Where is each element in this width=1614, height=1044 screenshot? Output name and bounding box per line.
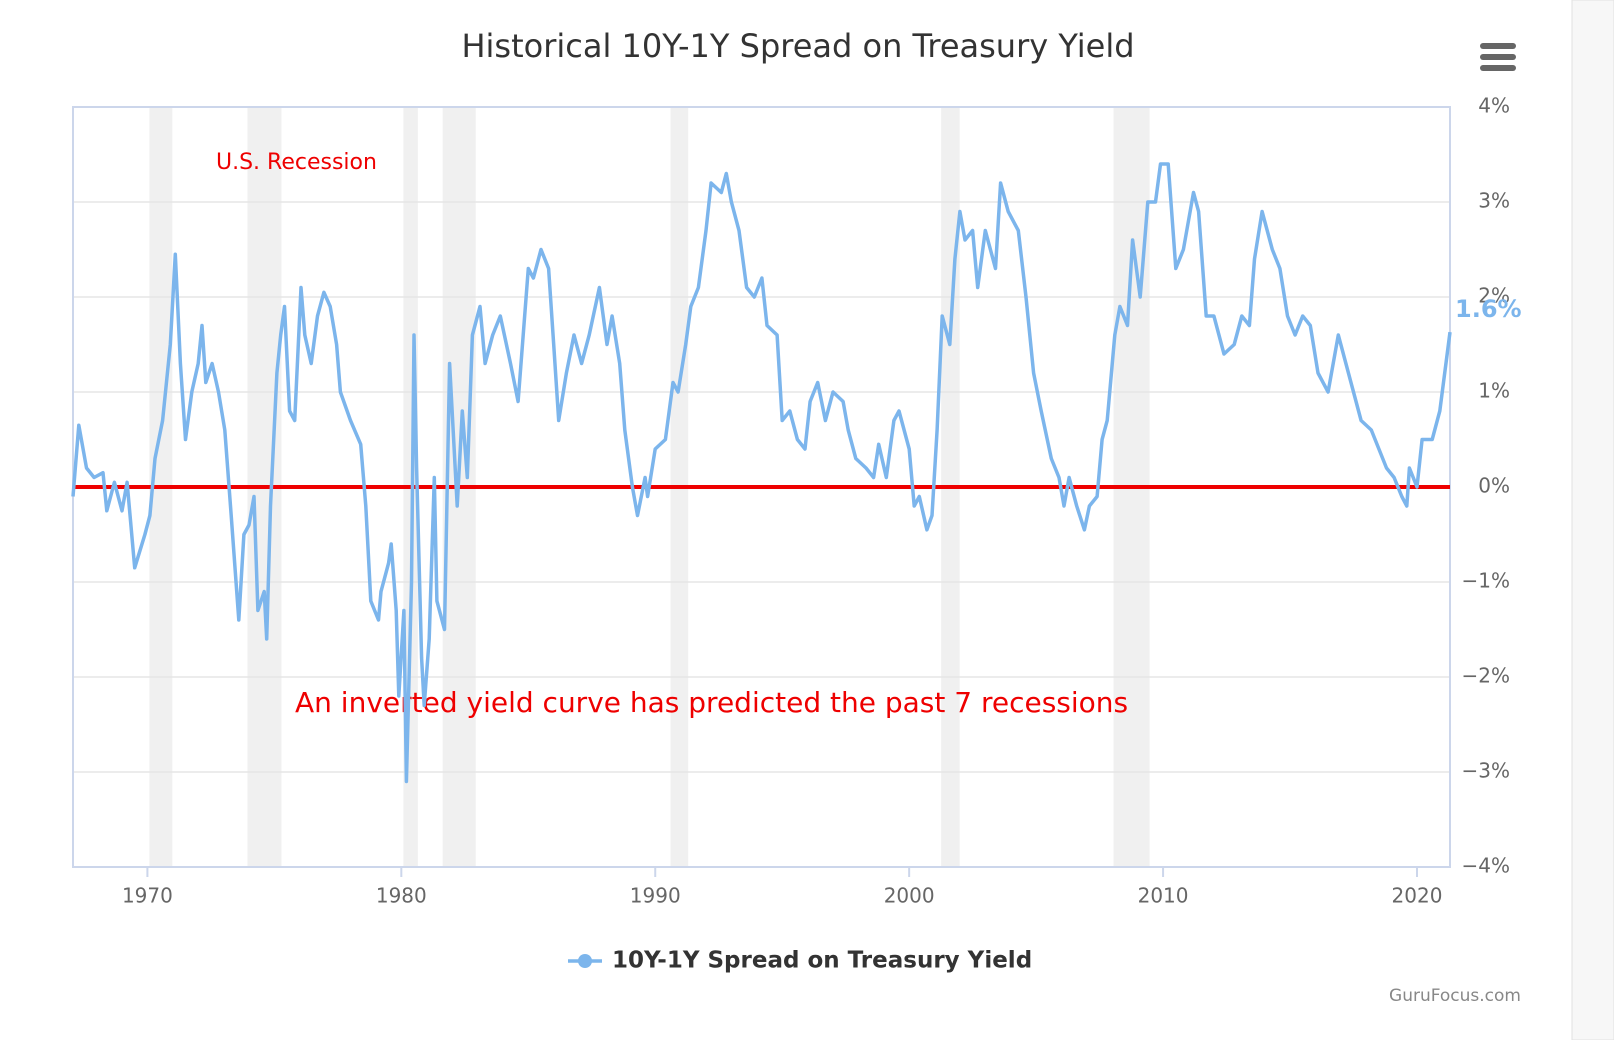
y-tick-label: 2%: [1478, 284, 1510, 308]
y-tick-label: −3%: [1462, 759, 1511, 783]
x-tick-label: 2010: [1138, 884, 1189, 908]
last-value-label: 1.6%: [1455, 295, 1522, 323]
credit: GuruFocus.com: [1389, 986, 1521, 1006]
x-tick-label: 1990: [630, 884, 681, 908]
chart-title: Historical 10Y-1Y Spread on Treasury Yie…: [461, 27, 1134, 65]
x-tick-label: 1980: [376, 884, 427, 908]
y-tick-label: −1%: [1462, 569, 1511, 593]
x-tick-label: 2020: [1392, 884, 1443, 908]
y-tick-label: 0%: [1478, 474, 1510, 498]
legend-label: 10Y-1Y Spread on Treasury Yield: [612, 948, 1032, 974]
annotation: An inverted yield curve has predicted th…: [295, 686, 1128, 719]
menu-icon[interactable]: [1480, 43, 1516, 71]
scrollbar: [1571, 0, 1614, 1041]
y-tick-label: −4%: [1462, 854, 1511, 878]
series-line: [71, 162, 1452, 784]
y-tick-label: 4%: [1478, 94, 1510, 118]
x-tick-label: 2000: [884, 884, 935, 908]
x-tick-label: 1970: [122, 884, 173, 908]
y-tick-label: −2%: [1462, 664, 1511, 688]
y-tick-label: 3%: [1478, 189, 1510, 213]
y-tick-label: 1%: [1478, 379, 1510, 403]
legend-marker: [578, 954, 592, 968]
annotation: U.S. Recession: [216, 150, 377, 175]
